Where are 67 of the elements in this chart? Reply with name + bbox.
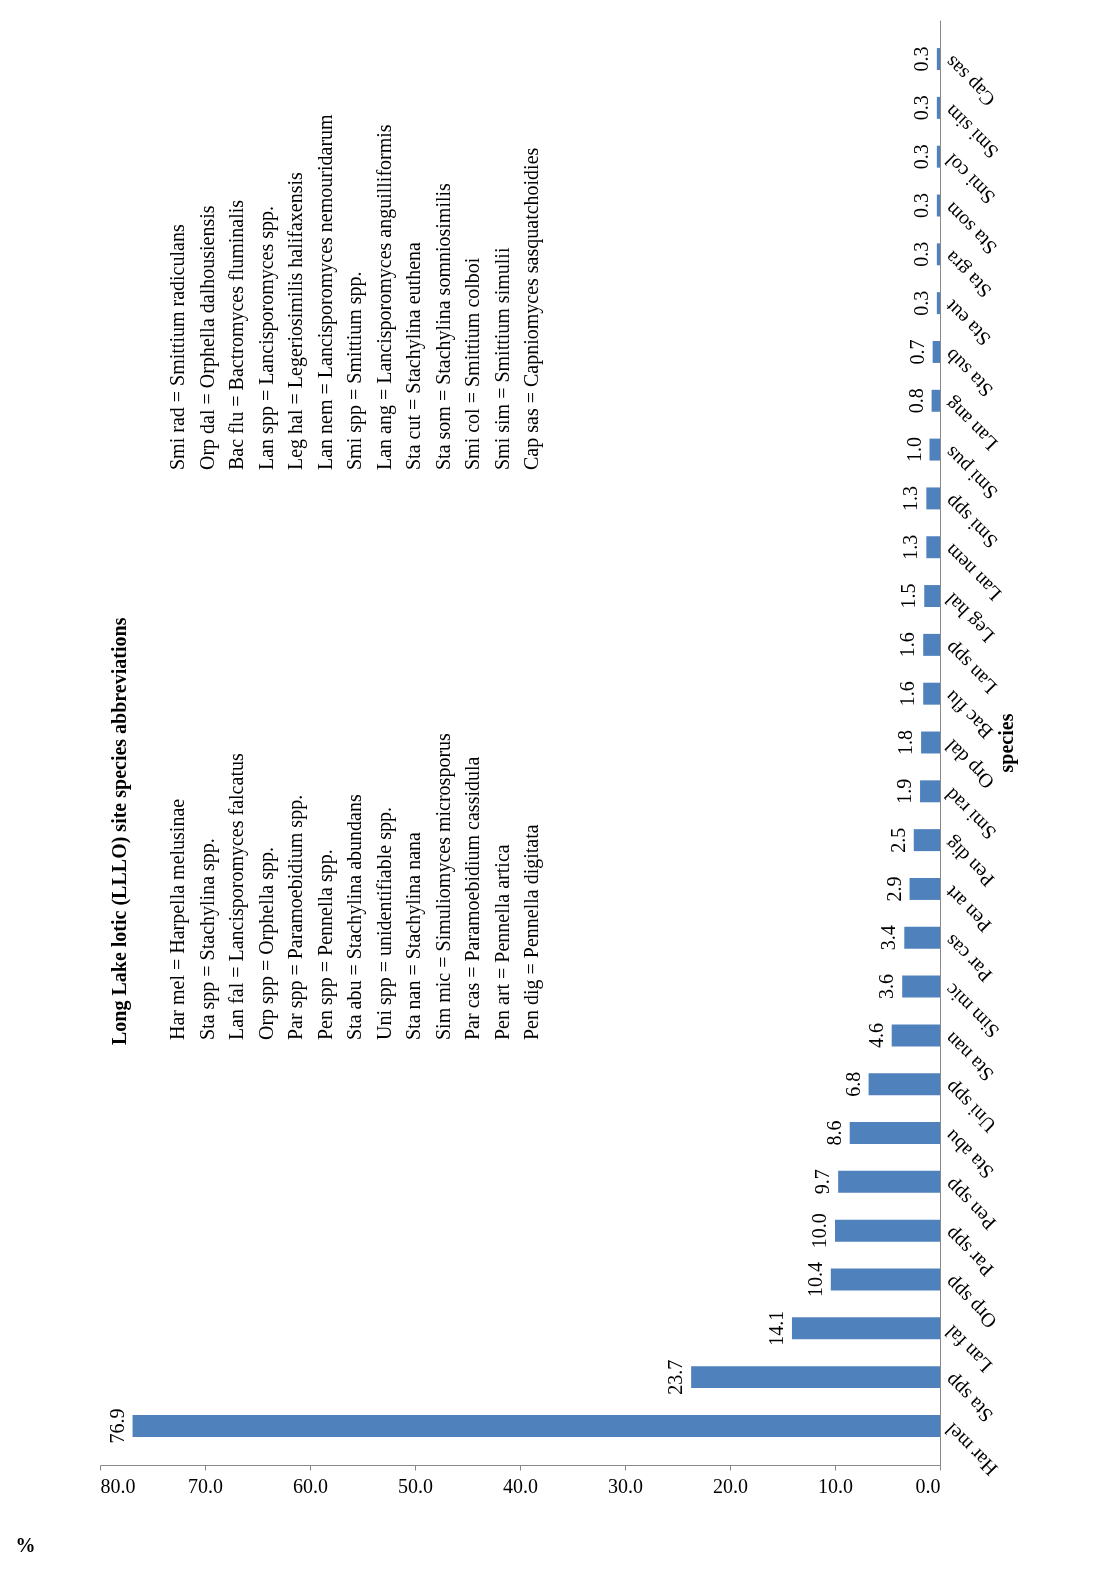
data-label: 0.8 <box>904 388 927 414</box>
x-tick-label: 0.0 <box>915 1474 941 1497</box>
annotation: Sta cut = Stachylina euthena <box>402 242 425 470</box>
data-label: 6.8 <box>841 1071 864 1097</box>
annotation: Har mel = Harpella melusinae <box>166 798 189 1040</box>
x-tick-label: 50.0 <box>398 1474 433 1497</box>
data-label: 10.4 <box>803 1261 826 1297</box>
annotation: Pen art = Pennella artica <box>490 844 513 1040</box>
data-label: 2.9 <box>882 876 905 902</box>
data-label: 1.3 <box>899 485 922 511</box>
annotation: Par spp = Paramoebidium spp. <box>284 794 307 1040</box>
data-label: 9.7 <box>811 1169 834 1195</box>
text: Long Lake lotic (LLLO) site species abbreviations <box>108 617 131 1045</box>
annotation: Lan fal = Lancisporomyces falcatus <box>225 753 248 1040</box>
annotation: Sta spp = Stachylina spp. <box>195 838 219 1040</box>
annotation: Bac flu = Bactromyces fluminalis <box>225 199 248 470</box>
data-label: 0.3 <box>909 241 932 267</box>
annotation: Par cas = Paramoebidium cassidula <box>461 756 483 1040</box>
x-tick-label: 70.0 <box>188 1474 223 1497</box>
y-axis-title: species <box>995 713 1019 773</box>
data-label: 14.1 <box>764 1310 787 1346</box>
data-label: 0.3 <box>909 95 932 121</box>
data-label: 4.6 <box>864 1022 887 1048</box>
annotation: Smi sim = Smittium simulii <box>490 247 513 470</box>
annotation: Smi rad = Smittium radiculans <box>166 224 188 470</box>
x-axis-title: % <box>15 1533 36 1556</box>
x-tick-label: 60.0 <box>293 1474 328 1497</box>
data-label: 76.9 <box>105 1408 128 1444</box>
annotation: Sim mic = Simuliomyces microsporus <box>431 732 455 1040</box>
data-label: 8.6 <box>822 1120 845 1146</box>
data-label: 3.4 <box>877 925 900 951</box>
annotation: Lan ang = Lancisporomyces anguilliformis <box>372 124 396 470</box>
data-label: 0.3 <box>909 144 932 170</box>
data-label: 23.7 <box>664 1359 687 1395</box>
x-tick-label: 30.0 <box>608 1474 643 1497</box>
data-label: 0.7 <box>905 339 928 365</box>
annotation: Orp dal = Orphella dalhousiensis <box>195 205 219 470</box>
data-label: 0.3 <box>909 193 932 219</box>
data-label: 0.3 <box>909 290 932 316</box>
data-label: 1.8 <box>894 730 917 755</box>
annotation: Leg hal = Legeriosimilis halifaxensis <box>284 171 307 470</box>
annotation: Smi col = Smittium colboi <box>461 257 483 470</box>
data-label: 0.3 <box>909 46 932 72</box>
data-label: 1.6 <box>896 681 919 707</box>
annotation: Pen dig = Pennella digitata <box>520 824 543 1040</box>
data-label: 10.0 <box>808 1213 830 1249</box>
data-label: 1.5 <box>897 583 920 609</box>
x-tick-label: 20.0 <box>713 1474 748 1497</box>
x-tick-label: 80.0 <box>100 1474 136 1497</box>
data-label: 1.9 <box>893 778 916 804</box>
annotation: Sta som = Stachylina somniosimilis <box>431 182 455 470</box>
annotation: Lan spp = Lancisporomyces spp. <box>254 205 278 470</box>
data-label: 2.5 <box>886 827 909 853</box>
data-label: 3.6 <box>875 974 898 1000</box>
data-label: 1.0 <box>902 437 925 463</box>
annotation: Uni spp = unidentifiable spp. <box>372 807 396 1040</box>
annotation: Cap sas = Capniomyces sasquatchoidies <box>520 147 543 470</box>
data-label: 1.3 <box>899 534 922 560</box>
annotation: Sta abu = Stachylina abundans <box>343 794 366 1040</box>
annotation: Smi spp = Smittium spp. <box>343 271 366 470</box>
annotation: Orp spp = Orphella spp. <box>254 847 278 1040</box>
annotation: Sta nan = Stachylina nana <box>402 831 425 1040</box>
annotation: Lan nem = Lancisporomyces nemouridarum <box>313 113 337 470</box>
x-tick-label: 40.0 <box>503 1474 538 1497</box>
data-label: 1.6 <box>896 632 919 658</box>
annotation: Pen spp = Pennella spp. <box>313 849 337 1040</box>
x-tick-label: 10.0 <box>818 1474 853 1497</box>
